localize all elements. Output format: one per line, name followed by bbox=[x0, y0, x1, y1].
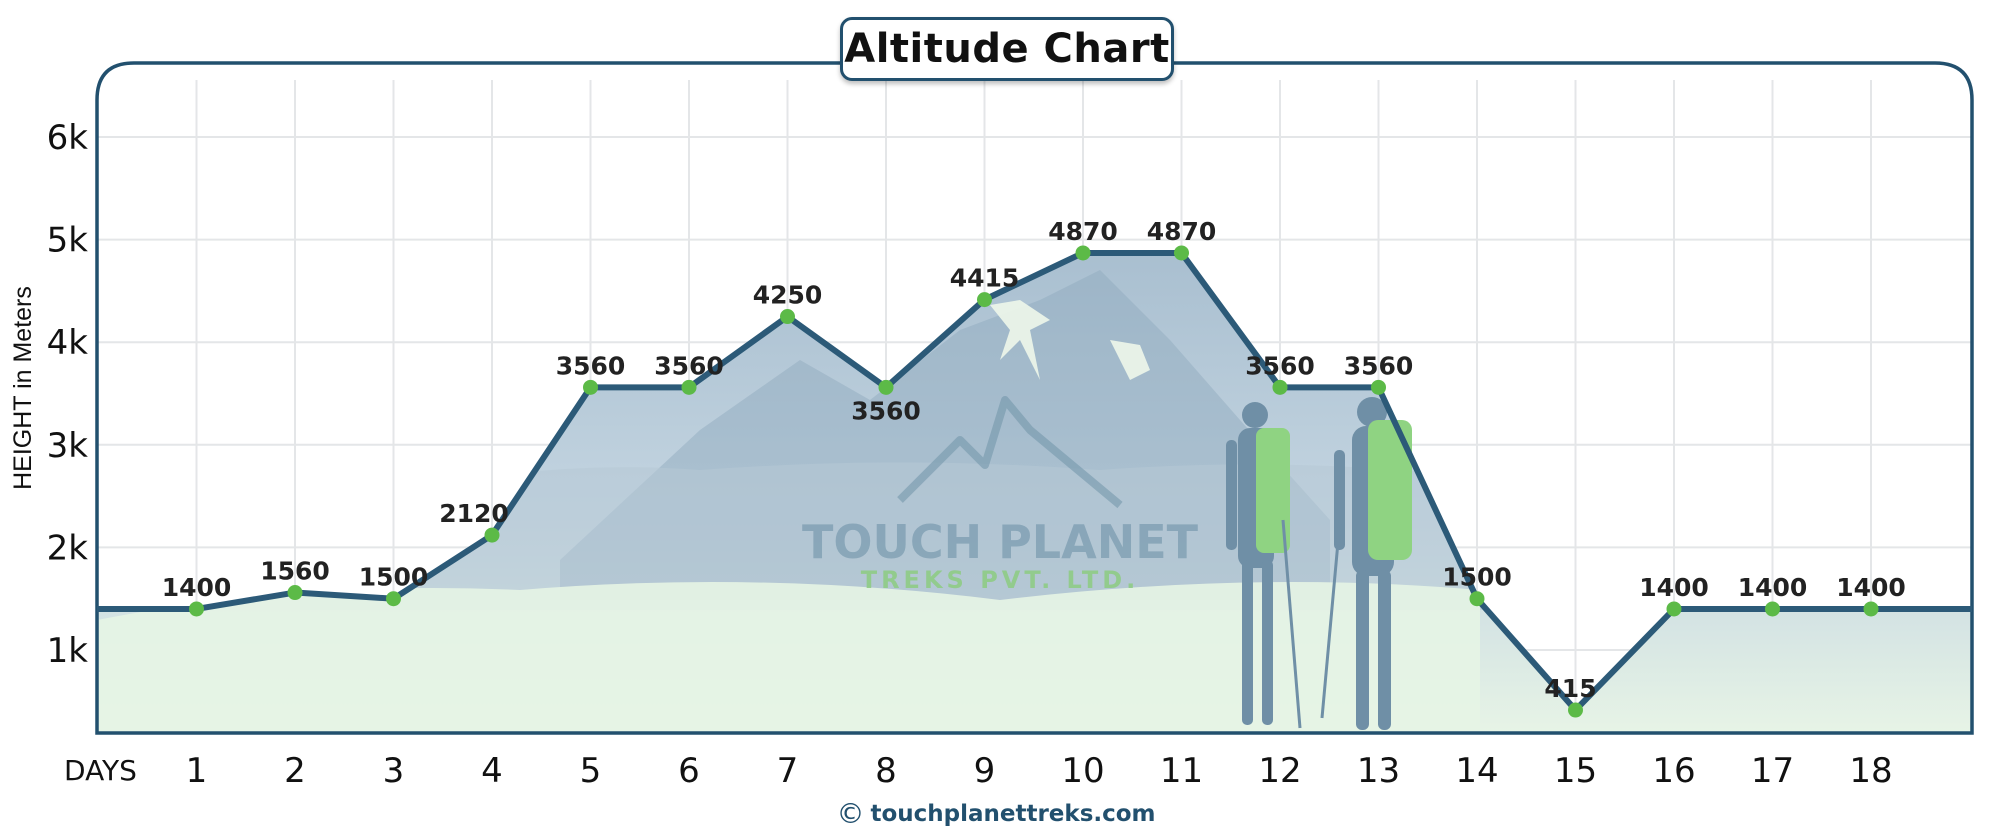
data-label-day-3: 1500 bbox=[359, 563, 429, 592]
data-label-day-18: 1400 bbox=[1836, 573, 1906, 602]
data-label-day-14: 1500 bbox=[1442, 563, 1512, 592]
mountain-snow bbox=[990, 300, 1150, 380]
chart-title: Altitude Chart bbox=[844, 26, 1170, 72]
data-point-day-4 bbox=[484, 527, 500, 543]
x-tick-label: 10 bbox=[1061, 751, 1104, 791]
x-tick-label: 4 bbox=[481, 751, 503, 791]
x-axis-ticks: 1 2 3 4 5 6 7 8 9 10 11 12 13 14 15 16 17 18 bbox=[186, 751, 1893, 791]
hikers-illustration bbox=[1226, 397, 1412, 730]
data-point-day-18 bbox=[1863, 601, 1879, 617]
copyright-icon: © bbox=[836, 797, 865, 830]
altitude-line-layer bbox=[97, 245, 1972, 718]
data-point-day-16 bbox=[1666, 601, 1682, 617]
x-tick-label: 3 bbox=[383, 751, 405, 791]
data-label-day-12: 3560 bbox=[1245, 351, 1315, 380]
y-tick-label: 5k bbox=[47, 221, 89, 261]
data-label-day-17: 1400 bbox=[1738, 573, 1808, 602]
x-tick-label: 11 bbox=[1160, 751, 1203, 791]
y-tick-label: 1k bbox=[47, 631, 89, 671]
data-point-day-15 bbox=[1568, 702, 1583, 718]
data-point-day-5 bbox=[583, 379, 598, 395]
logo-mountain-icon bbox=[897, 396, 1123, 509]
x-tick-label: 15 bbox=[1554, 751, 1597, 791]
ground-band bbox=[97, 582, 1480, 733]
data-label-day-16: 1400 bbox=[1639, 573, 1709, 602]
data-label-day-13: 3560 bbox=[1344, 351, 1414, 380]
footer: © touchplanettreks.com bbox=[0, 797, 1992, 830]
x-tick-label: 6 bbox=[678, 751, 700, 791]
data-point-day-7 bbox=[780, 309, 795, 325]
data-label-day-7: 4250 bbox=[753, 281, 823, 310]
y-tick-label: 3k bbox=[47, 426, 89, 466]
data-point-day-10 bbox=[1075, 245, 1091, 261]
data-label-day-10: 4870 bbox=[1048, 217, 1118, 246]
chart-frame bbox=[95, 61, 1974, 735]
data-label-day-4: 2120 bbox=[439, 499, 509, 528]
data-point-day-8 bbox=[878, 379, 894, 395]
x-axis-label: DAYS bbox=[64, 754, 137, 787]
x-tick-label: 18 bbox=[1849, 751, 1892, 791]
watermark-logo: TOUCH PLANET TREKS PVT. LTD. bbox=[802, 396, 1199, 594]
y-tick-label: 4k bbox=[47, 323, 89, 363]
x-tick-label: 5 bbox=[580, 751, 602, 791]
x-tick-label: 16 bbox=[1652, 751, 1695, 791]
x-tick-label: 7 bbox=[777, 751, 799, 791]
hill-band bbox=[300, 462, 1500, 610]
data-label-layer: 1400 1560 1500 2120 3560 3560 4250 3560 4415 4870… bbox=[162, 217, 1906, 703]
data-label-day-5: 3560 bbox=[556, 351, 626, 380]
footer-website-link[interactable]: touchplanettreks.com bbox=[870, 801, 1156, 827]
hiker-right bbox=[1320, 397, 1412, 730]
data-label-day-6: 3560 bbox=[654, 351, 724, 380]
y-axis-label: HEIGHT in Meters bbox=[9, 286, 37, 490]
data-point-day-14 bbox=[1469, 591, 1485, 607]
x-tick-label: 12 bbox=[1258, 751, 1301, 791]
chart-title-box: Altitude Chart bbox=[840, 17, 1174, 81]
hiker-left bbox=[1226, 402, 1302, 729]
data-point-day-13 bbox=[1371, 379, 1386, 395]
x-tick-label: 1 bbox=[186, 751, 208, 791]
data-point-day-17 bbox=[1765, 601, 1780, 617]
data-label-day-11: 4870 bbox=[1147, 217, 1217, 246]
x-tick-label: 14 bbox=[1455, 751, 1498, 791]
altitude-line bbox=[97, 249, 1972, 714]
x-tick-label: 13 bbox=[1357, 751, 1400, 791]
watermark-name: TOUCH PLANET bbox=[802, 515, 1199, 569]
y-tick-label: 6k bbox=[47, 118, 89, 158]
x-tick-label: 17 bbox=[1751, 751, 1794, 791]
x-tick-label: 2 bbox=[284, 751, 306, 791]
mountain-illustration bbox=[97, 270, 1500, 733]
data-point-day-3 bbox=[386, 591, 401, 607]
data-point-day-9 bbox=[977, 292, 992, 308]
data-label-day-8: 3560 bbox=[851, 396, 921, 425]
watermark-tagline: TREKS PVT. LTD. bbox=[861, 566, 1140, 594]
y-tick-label: 2k bbox=[47, 528, 89, 568]
data-point-day-6 bbox=[681, 379, 697, 395]
data-label-day-9: 4415 bbox=[950, 264, 1020, 293]
data-label-day-15: 415 bbox=[1544, 674, 1596, 703]
data-label-day-2: 1560 bbox=[260, 557, 330, 586]
x-tick-label: 9 bbox=[974, 751, 996, 791]
data-point-day-2 bbox=[287, 585, 303, 601]
x-tick-label: 8 bbox=[875, 751, 897, 791]
data-label-day-1: 1400 bbox=[162, 573, 232, 602]
data-point-day-1 bbox=[189, 601, 204, 617]
data-point-day-11 bbox=[1174, 245, 1189, 261]
data-point-day-12 bbox=[1272, 379, 1288, 395]
y-axis-ticks: 1k 2k 3k 4k 5k 6k bbox=[47, 118, 89, 671]
